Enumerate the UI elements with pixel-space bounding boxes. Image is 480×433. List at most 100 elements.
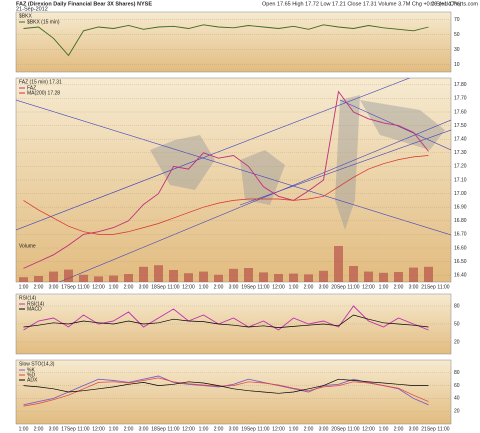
volume-bar: [304, 274, 313, 282]
volume-bar: [274, 274, 283, 282]
y-tick-label: 16.60: [454, 245, 467, 251]
volume-bar: [379, 272, 388, 282]
panel-title: $BKX: [19, 13, 32, 19]
x-tick-label: 2:00: [394, 426, 404, 432]
x-tick-label: 11:00: [77, 426, 89, 432]
x-tick-label: 1:00: [199, 426, 209, 432]
annotations: [16, 78, 451, 282]
cone: [150, 135, 215, 190]
volume-bar: [289, 273, 298, 282]
legend-label: MACD: [27, 306, 42, 312]
x-tick-label: 12:00: [182, 426, 195, 432]
volume-bar: [214, 274, 223, 282]
panel-title: FAZ (15 min) 17.31: [19, 79, 62, 85]
x-tick-label: 3:00: [319, 284, 329, 290]
x-tick-label: 21Sep: [421, 284, 436, 290]
x-tick-label: 12:00: [362, 284, 375, 290]
x-tick-label: 1:00: [109, 426, 119, 432]
series-line: [23, 377, 429, 407]
series-line: [23, 314, 429, 328]
quote: Open 17.65 High 17.72 Low 17.21 Close 17…: [262, 1, 462, 7]
volume-bar: [94, 276, 103, 282]
panel: [15, 359, 452, 425]
x-tick-label: 11:00: [77, 284, 89, 290]
panel: [15, 293, 452, 355]
x-tick-label: 12:00: [362, 426, 375, 432]
volume-bar: [394, 272, 403, 282]
x-tick-label: 2:00: [124, 426, 134, 432]
trend-line: [16, 99, 451, 236]
volume-bar: [199, 271, 208, 282]
volume-bar: [64, 269, 73, 282]
legend-label: FAZ: [27, 85, 36, 91]
volume-bar: [124, 274, 133, 282]
y-tick-label: 17.00: [454, 191, 467, 197]
x-tick-label: 3:00: [49, 284, 59, 290]
y-tick-label: 17.50: [454, 123, 467, 129]
x-tick-label: 12:00: [272, 284, 285, 290]
x-tick-label: 19Sep: [241, 426, 256, 432]
trend-line: [58, 119, 451, 282]
y-tick-label: 10: [454, 62, 460, 68]
volume-bar: [259, 272, 268, 282]
title: FAZ (Direxion Daily Financial Bear 3X Sh…: [16, 1, 152, 7]
y-tick-label: 20: [454, 409, 460, 415]
x-tick-label: 12:00: [92, 426, 105, 432]
x-tick-label: 3:00: [49, 426, 59, 432]
date: 21-Sep-2012: [16, 6, 48, 12]
y-tick-label: 50: [454, 32, 460, 38]
y-tick-label: 17.60: [454, 109, 467, 115]
series-line: [23, 155, 429, 235]
x-tick-label: 18Sep: [151, 284, 166, 290]
y-tick-label: 17.80: [454, 82, 467, 88]
volume-bar: [244, 268, 253, 282]
y-tick-label: 60: [454, 383, 460, 389]
volume-bar: [139, 266, 148, 282]
trend-line: [239, 129, 451, 206]
legend-label: %D: [27, 372, 35, 378]
x-tick-label: 12:00: [272, 426, 285, 432]
y-tick-label: 17.40: [454, 137, 467, 143]
x-tick-label: 1:00: [379, 426, 389, 432]
series-line: [23, 24, 429, 57]
x-tick-label: 1:00: [289, 426, 299, 432]
panel-title: Slow STO(14,3): [19, 361, 55, 367]
legend-label: RSI(14): [27, 301, 45, 307]
volume-bar: [424, 266, 433, 282]
x-tick-label: 17Sep: [61, 426, 76, 432]
x-tick-label: 11:00: [257, 426, 269, 432]
y-tick-label: 17.20: [454, 164, 467, 170]
x-tick-label: 1:00: [19, 284, 29, 290]
x-tick-label: 3:00: [409, 426, 419, 432]
cone: [240, 150, 285, 205]
x-tick-label: 2:00: [34, 426, 44, 432]
x-tick-label: 2:00: [394, 284, 404, 290]
y-tick-label: 80: [454, 303, 460, 309]
y-tick-label: 50: [454, 321, 460, 327]
legend-label: ADX: [27, 377, 38, 383]
y-tick-label: 70: [454, 17, 460, 23]
x-tick-label: 11:00: [347, 284, 359, 290]
y-tick-label: 17.70: [454, 96, 467, 102]
x-tick-label: 1:00: [199, 284, 209, 290]
x-tick-label: 2:00: [124, 284, 134, 290]
x-tick-label: 12:00: [92, 284, 105, 290]
volume-bar: [319, 270, 328, 282]
x-tick-label: 1:00: [289, 284, 299, 290]
x-tick-label: 12:00: [182, 284, 195, 290]
panel-title: RSI(14): [19, 295, 37, 301]
trend-line: [16, 78, 411, 231]
volume-bar: [19, 277, 28, 282]
x-tick-label: 11:00: [437, 284, 449, 290]
volume-bar: [79, 274, 88, 282]
y-tick-label: 16.50: [454, 259, 467, 265]
x-tick-label: 20Sep: [331, 426, 346, 432]
y-tick-label: 40: [454, 396, 460, 402]
volume-bar: [349, 266, 358, 282]
panel-title: Volume: [19, 243, 36, 249]
x-tick-label: 3:00: [229, 426, 239, 432]
x-tick-label: 2:00: [304, 284, 314, 290]
x-tick-label: 11:00: [167, 426, 179, 432]
volume-bar: [409, 267, 418, 282]
